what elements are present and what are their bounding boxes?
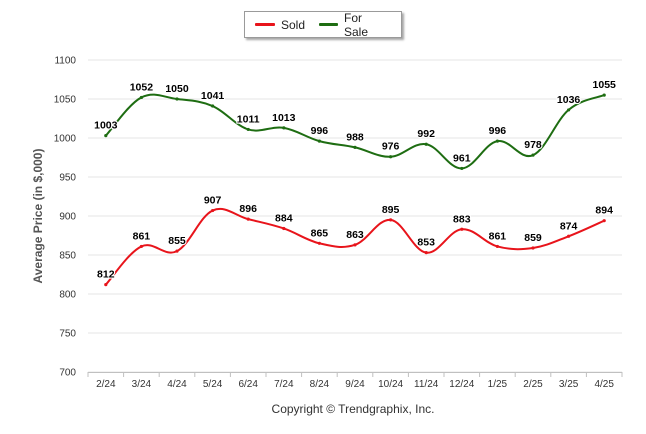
copyright-credit: Copyright © Trendgraphix, Inc.	[271, 402, 435, 416]
data-label-for-sale-10: 961	[453, 152, 471, 164]
data-point-for-sale-6	[317, 139, 321, 143]
data-point-sold-4	[246, 217, 250, 221]
data-point-for-sale-7	[353, 145, 357, 149]
data-label-for-sale-1: 1052	[130, 81, 154, 93]
data-label-sold-7: 863	[346, 229, 364, 241]
data-label-sold-9: 853	[417, 237, 435, 249]
data-point-for-sale-10	[460, 166, 464, 171]
data-point-sold-5	[282, 226, 286, 231]
legend-item-for-sale[interactable]: For Sale	[319, 11, 387, 39]
data-label-for-sale-12: 978	[524, 139, 542, 151]
y-axis-title: Average Price (in $,000)	[31, 149, 45, 284]
data-point-for-sale-4	[246, 127, 250, 132]
data-label-for-sale-0: 1003	[94, 120, 118, 132]
x-tick-label-4/24: 4/24	[167, 379, 187, 390]
data-label-for-sale-2: 1050	[165, 83, 189, 95]
data-label-sold-14: 894	[595, 205, 613, 217]
data-point-sold-2	[175, 249, 179, 253]
legend-swatch-for-sale	[319, 23, 338, 26]
data-label-sold-3: 907	[204, 195, 222, 207]
data-point-sold-14	[602, 219, 606, 223]
legend: Sold For Sale	[244, 11, 402, 39]
x-tick-label-4/25: 4/25	[594, 379, 614, 390]
data-label-sold-6: 865	[311, 227, 329, 239]
x-tick-label-6/24: 6/24	[238, 379, 258, 390]
data-point-sold-3	[211, 208, 215, 213]
data-label-sold-2: 855	[168, 235, 186, 247]
data-label-sold-0: 812	[97, 269, 115, 281]
data-label-sold-8: 895	[382, 204, 400, 216]
y-tick-label-750: 750	[59, 329, 76, 340]
data-point-sold-11	[495, 244, 499, 249]
x-tick-label-12/24: 12/24	[449, 379, 474, 390]
data-label-for-sale-14: 1055	[593, 79, 617, 91]
data-point-for-sale-3	[211, 104, 215, 108]
data-point-for-sale-8	[389, 155, 393, 159]
data-point-for-sale-14	[602, 93, 606, 97]
data-point-for-sale-13	[567, 108, 571, 112]
x-tick-label-1/25: 1/25	[488, 379, 508, 390]
legend-label-for-sale: For Sale	[344, 10, 369, 39]
data-point-sold-7	[353, 243, 357, 247]
data-point-for-sale-2	[175, 97, 179, 101]
x-tick-label-3/24: 3/24	[132, 379, 152, 390]
data-point-for-sale-0	[104, 134, 108, 138]
x-tick-label-7/24: 7/24	[274, 379, 294, 390]
data-label-for-sale-7: 988	[346, 131, 364, 143]
y-tick-label-1100: 1100	[54, 56, 76, 67]
x-tick-label-3/25: 3/25	[559, 379, 579, 390]
data-label-for-sale-6: 996	[311, 125, 329, 137]
data-label-sold-12: 859	[524, 232, 542, 244]
y-tick-label-900: 900	[59, 212, 76, 223]
data-label-sold-13: 874	[560, 220, 578, 232]
data-point-sold-1	[139, 244, 143, 249]
data-label-for-sale-9: 992	[417, 128, 435, 140]
data-label-sold-10: 883	[453, 213, 471, 225]
data-point-for-sale-1	[139, 95, 143, 100]
data-label-for-sale-11: 996	[489, 125, 507, 137]
data-point-for-sale-11	[495, 139, 499, 143]
data-label-sold-11: 861	[489, 230, 507, 242]
data-label-for-sale-8: 976	[382, 141, 400, 153]
data-label-for-sale-3: 1041	[201, 90, 225, 102]
data-point-for-sale-9	[424, 142, 428, 146]
data-point-sold-0	[104, 283, 108, 287]
legend-label-sold: Sold	[281, 17, 306, 32]
data-point-sold-10	[460, 227, 464, 231]
data-point-sold-12	[531, 246, 535, 250]
x-tick-label-2/24: 2/24	[96, 379, 116, 390]
data-label-for-sale-13: 1036	[557, 94, 581, 106]
data-point-sold-8	[389, 218, 393, 222]
x-tick-label-8/24: 8/24	[310, 379, 330, 390]
y-tick-label-1000: 1000	[54, 134, 77, 145]
x-tick-label-2/25: 2/25	[523, 379, 543, 390]
y-tick-label-1050: 1050	[54, 95, 77, 106]
y-tick-label-700: 700	[59, 368, 76, 379]
y-tick-label-800: 800	[59, 290, 76, 301]
legend-swatch-sold	[255, 23, 275, 26]
data-label-sold-5: 884	[275, 212, 293, 224]
legend-item-sold[interactable]: Sold	[255, 18, 305, 32]
x-tick-label-5/24: 5/24	[203, 379, 223, 390]
x-tick-label-11/24: 11/24	[414, 379, 439, 390]
data-label-for-sale-4: 1011	[237, 113, 260, 125]
x-tick-label-9/24: 9/24	[345, 379, 365, 390]
y-tick-label-850: 850	[59, 251, 76, 262]
x-tick-label-10/24: 10/24	[378, 379, 403, 390]
data-label-sold-4: 896	[239, 203, 257, 215]
data-point-sold-13	[567, 234, 571, 238]
data-label-for-sale-5: 1013	[272, 112, 296, 124]
data-label-sold-1: 861	[133, 230, 151, 242]
data-point-sold-9	[424, 251, 428, 255]
data-point-for-sale-12	[531, 153, 535, 157]
data-point-sold-6	[317, 241, 321, 245]
data-point-for-sale-5	[282, 126, 286, 130]
y-tick-label-950: 950	[59, 173, 76, 184]
